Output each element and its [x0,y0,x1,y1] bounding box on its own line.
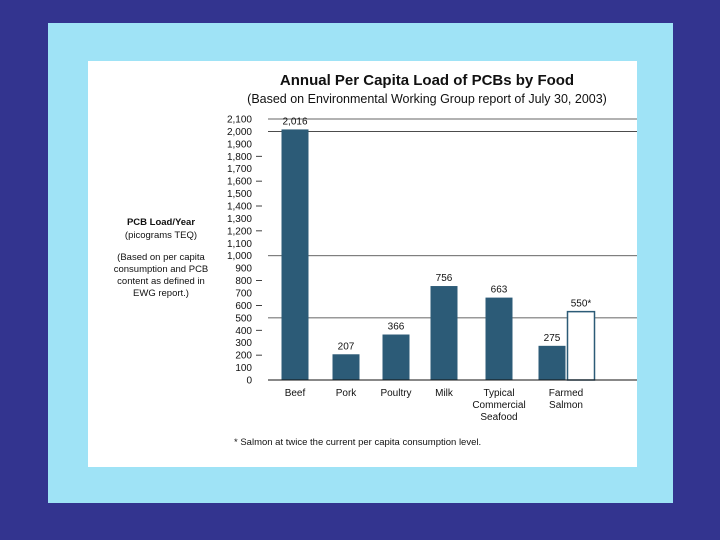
y-tick-label: 1,000 [227,251,252,262]
y-axis-note-line: (Based on per capita [117,252,205,263]
bar-value-label: 2,016 [282,116,307,127]
bar [485,297,513,380]
y-axis-units: (picograms TEQ) [125,230,197,241]
x-category-label: Poultry [380,388,411,399]
bar [281,129,309,380]
footnote: * Salmon at twice the current per capita… [234,437,481,448]
x-axis: Beef Pork Poultry Milk TypicalCommercialSeaf… [268,379,637,423]
chart-subtitle: (Based on Environmental Working Group re… [247,92,607,106]
y-tick-label: 600 [235,301,252,312]
y-tick-label: 1,300 [227,214,252,225]
bar [382,334,410,380]
y-tick-label: 1,700 [227,164,252,175]
y-tick-label: 800 [235,276,252,287]
y-tick-label: 300 [235,338,252,349]
x-category-label: Farmed [549,388,583,399]
y-tick-label: 900 [235,264,252,275]
bar-value-label: 663 [491,285,508,296]
x-category-label: Milk [435,388,454,399]
bar-value-label: 366 [388,322,405,333]
y-tick-label: 400 [235,326,252,337]
y-tick-label: 500 [235,313,252,324]
bar [332,354,360,380]
bar-outline [566,310,596,381]
y-tick-label: 1,800 [227,152,252,163]
y-axis-note-line: consumption and PCB [114,264,209,275]
y-tick-label: 2,000 [227,127,252,138]
chart-title: Annual Per Capita Load of PCBs by Food [280,72,574,89]
bars: 2,016 207 366 756 663 275 550* [281,116,596,381]
x-category-label: Salmon [549,400,583,411]
y-axis-label: PCB Load/Year [127,217,195,228]
y-tick-label: 1,900 [227,139,252,150]
bar-value-label: 275 [544,333,561,344]
y-axis-note-line: EWG report.) [133,288,189,299]
bar-chart: Annual Per Capita Load of PCBs by Food (… [114,72,637,448]
y-tick-label: 1,600 [227,177,252,188]
y-axis-note-line: content as defined in [117,276,205,287]
bar-value-label: 207 [338,341,355,352]
bar-value-label: 756 [436,273,453,284]
y-tick-label: 700 [235,289,252,300]
y-tick-label: 1,400 [227,202,252,213]
x-category-label: Seafood [480,412,517,423]
y-tick-label: 200 [235,351,252,362]
x-category-label: Beef [285,388,306,399]
bar [538,345,566,380]
y-tick-label: 0 [246,376,252,387]
x-category-label: Typical [483,388,514,399]
bar-value-label: 550* [571,299,592,310]
x-category-label: Pork [336,388,358,399]
y-tick-label: 2,100 [227,115,252,126]
y-tick-label: 1,500 [227,189,252,200]
y-tick-label: 100 [235,363,252,374]
chart-card: Annual Per Capita Load of PCBs by Food (… [88,61,637,467]
bar [430,286,458,380]
x-category-label: Commercial [472,400,525,411]
y-tick-label: 1,100 [227,239,252,250]
y-tick-label: 1,200 [227,226,252,237]
